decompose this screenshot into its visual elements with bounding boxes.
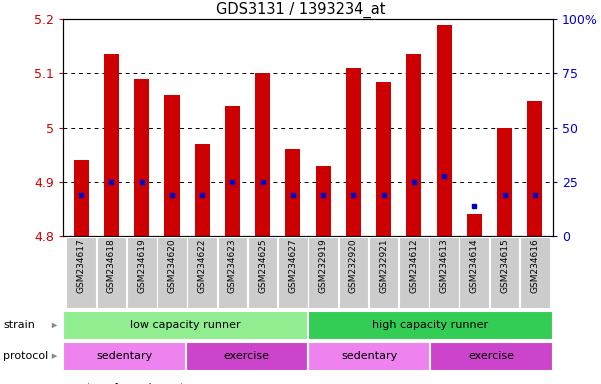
Bar xyxy=(225,106,240,236)
Text: GSM234623: GSM234623 xyxy=(228,238,237,293)
Text: strain: strain xyxy=(3,320,35,331)
Bar xyxy=(376,81,391,236)
Text: exercise: exercise xyxy=(469,351,514,361)
Bar xyxy=(134,79,149,236)
Bar xyxy=(527,101,542,236)
Bar xyxy=(308,237,338,308)
Bar xyxy=(67,237,96,308)
Bar xyxy=(127,237,156,308)
Bar xyxy=(97,237,126,308)
Bar xyxy=(157,237,187,308)
Bar xyxy=(490,237,519,308)
Bar xyxy=(316,166,331,236)
Bar xyxy=(248,237,278,308)
Text: low capacity runner: low capacity runner xyxy=(130,320,241,331)
Text: GSM234619: GSM234619 xyxy=(137,238,146,293)
Text: GSM234616: GSM234616 xyxy=(530,238,539,293)
Bar xyxy=(346,68,361,236)
Bar xyxy=(399,237,429,308)
Bar xyxy=(338,237,368,308)
Text: GSM232921: GSM232921 xyxy=(379,238,388,293)
Text: GSM234617: GSM234617 xyxy=(77,238,86,293)
Bar xyxy=(460,237,489,308)
Bar xyxy=(104,55,119,236)
Text: sedentary: sedentary xyxy=(341,351,397,361)
Text: exercise: exercise xyxy=(224,351,270,361)
Bar xyxy=(63,311,308,340)
Bar xyxy=(430,342,553,371)
Bar xyxy=(255,73,270,236)
Bar xyxy=(188,237,217,308)
Bar xyxy=(218,237,247,308)
Text: GSM234627: GSM234627 xyxy=(288,238,297,293)
Bar xyxy=(369,237,398,308)
Text: GSM234625: GSM234625 xyxy=(258,238,267,293)
Bar xyxy=(406,55,421,236)
Bar xyxy=(278,237,308,308)
Bar xyxy=(497,127,512,236)
Bar xyxy=(436,25,451,236)
Bar xyxy=(165,95,180,236)
Text: GSM234618: GSM234618 xyxy=(107,238,116,293)
Text: high capacity runner: high capacity runner xyxy=(373,320,489,331)
Bar xyxy=(74,160,89,236)
Text: GDS3131 / 1393234_at: GDS3131 / 1393234_at xyxy=(216,2,385,18)
Bar xyxy=(308,342,430,371)
Text: transformed count: transformed count xyxy=(87,383,185,384)
Text: protocol: protocol xyxy=(3,351,48,361)
Text: GSM232919: GSM232919 xyxy=(319,238,328,293)
Text: GSM234613: GSM234613 xyxy=(439,238,448,293)
Bar xyxy=(429,237,459,308)
Bar xyxy=(308,311,553,340)
Text: sedentary: sedentary xyxy=(96,351,153,361)
Text: GSM234622: GSM234622 xyxy=(198,238,207,293)
Bar xyxy=(63,342,186,371)
Text: GSM234620: GSM234620 xyxy=(168,238,177,293)
Bar xyxy=(195,144,210,236)
Bar xyxy=(285,149,300,236)
Bar xyxy=(467,214,482,236)
Text: GSM234612: GSM234612 xyxy=(409,238,418,293)
Text: GSM234614: GSM234614 xyxy=(470,238,479,293)
Text: GSM232920: GSM232920 xyxy=(349,238,358,293)
Bar xyxy=(186,342,308,371)
Text: ■: ■ xyxy=(66,381,78,384)
Text: GSM234615: GSM234615 xyxy=(500,238,509,293)
Bar xyxy=(520,237,549,308)
